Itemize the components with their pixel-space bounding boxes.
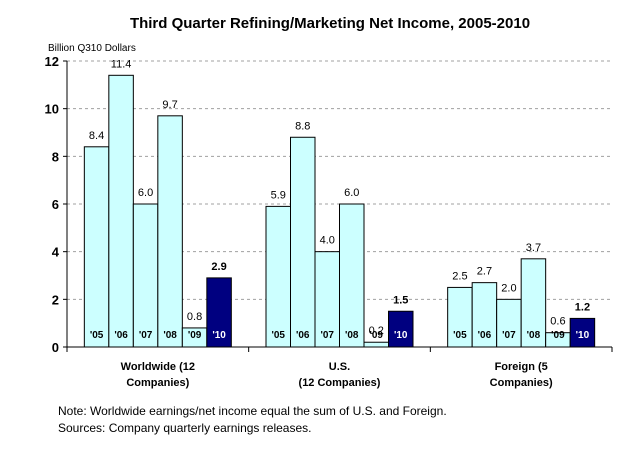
bars-layer: 8.4 '05 11.4 '06 6.0 '07 9.7 '08 0.8 '09 2.9 '10 5.9… — [83, 58, 596, 348]
y-tick-label: 4 — [52, 245, 60, 260]
data-label: 0.2 — [369, 325, 384, 337]
bar — [83, 146, 110, 348]
data-label: 2.5 — [452, 270, 467, 282]
x-group-label: (12 Companies) — [299, 377, 381, 389]
x-group-label: U.S. — [329, 361, 350, 373]
y-axis-label: Billion Q310 Dollars — [48, 43, 136, 54]
year-label: '10 — [576, 330, 590, 341]
data-label: 6.0 — [138, 187, 153, 199]
x-group-label: Foreign (5 — [495, 361, 548, 373]
data-label: 5.9 — [271, 189, 286, 201]
data-label: 1.2 — [575, 301, 590, 313]
data-label: 11.4 — [111, 58, 132, 70]
year-label: '09 — [369, 330, 383, 341]
data-label: 9.7 — [162, 99, 177, 111]
data-label: 0.8 — [187, 311, 202, 323]
data-label: 0.6 — [550, 316, 565, 328]
data-label: 8.8 — [295, 120, 310, 132]
bar — [569, 317, 596, 348]
x-group-label: Companies) — [490, 377, 553, 389]
x-group-label: Worldwide (12 — [121, 361, 195, 373]
data-label: 4.0 — [320, 235, 335, 247]
year-label: '05 — [271, 330, 285, 341]
year-label: '05 — [453, 330, 467, 341]
year-label: '07 — [320, 330, 334, 341]
year-label: '08 — [163, 330, 177, 341]
axes-layer: 0 2 4 6 8 10 12 Worldwide (12 Companies) U.S. (12 … — [45, 54, 613, 389]
year-label: '08 — [345, 330, 359, 341]
data-label: 6.0 — [344, 187, 359, 199]
year-label: '08 — [527, 330, 541, 341]
bar — [496, 298, 522, 348]
y-tick-label: 0 — [52, 340, 59, 355]
y-tick-label: 8 — [52, 149, 59, 164]
year-label: '10 — [394, 330, 408, 341]
year-label: '06 — [296, 330, 310, 341]
bar — [314, 251, 340, 348]
data-label: 2.7 — [477, 266, 492, 278]
year-label: '09 — [188, 330, 202, 341]
data-label: 2.9 — [211, 261, 226, 273]
data-label: 1.5 — [393, 294, 408, 306]
bar — [132, 203, 159, 348]
year-label: '07 — [502, 330, 516, 341]
bar — [447, 286, 473, 348]
chart-title: Third Quarter Refining/Marketing Net Inc… — [130, 15, 530, 32]
y-tick-label: 2 — [52, 292, 59, 307]
year-label: '05 — [90, 330, 104, 341]
bar — [339, 203, 365, 348]
footnote-2: Sources: Company quarterly earnings rele… — [58, 421, 312, 435]
year-label: '06 — [114, 330, 128, 341]
x-group-label: Companies) — [126, 377, 189, 389]
year-label: '07 — [139, 330, 153, 341]
year-label: '09 — [551, 330, 565, 341]
year-label: '10 — [212, 330, 226, 341]
y-tick-label: 12 — [45, 54, 59, 69]
bar — [290, 136, 316, 348]
bar — [265, 205, 291, 348]
data-label: 2.0 — [501, 282, 516, 294]
y-tick-label: 6 — [52, 197, 59, 212]
footnote-1: Note: Worldwide earnings/net income equa… — [58, 404, 447, 418]
data-label: 8.4 — [89, 130, 104, 142]
bar — [108, 74, 134, 348]
year-label: '06 — [478, 330, 492, 341]
bar — [157, 115, 183, 348]
data-label: 3.7 — [526, 242, 541, 254]
bar — [363, 341, 389, 348]
y-tick-label: 10 — [45, 102, 59, 117]
